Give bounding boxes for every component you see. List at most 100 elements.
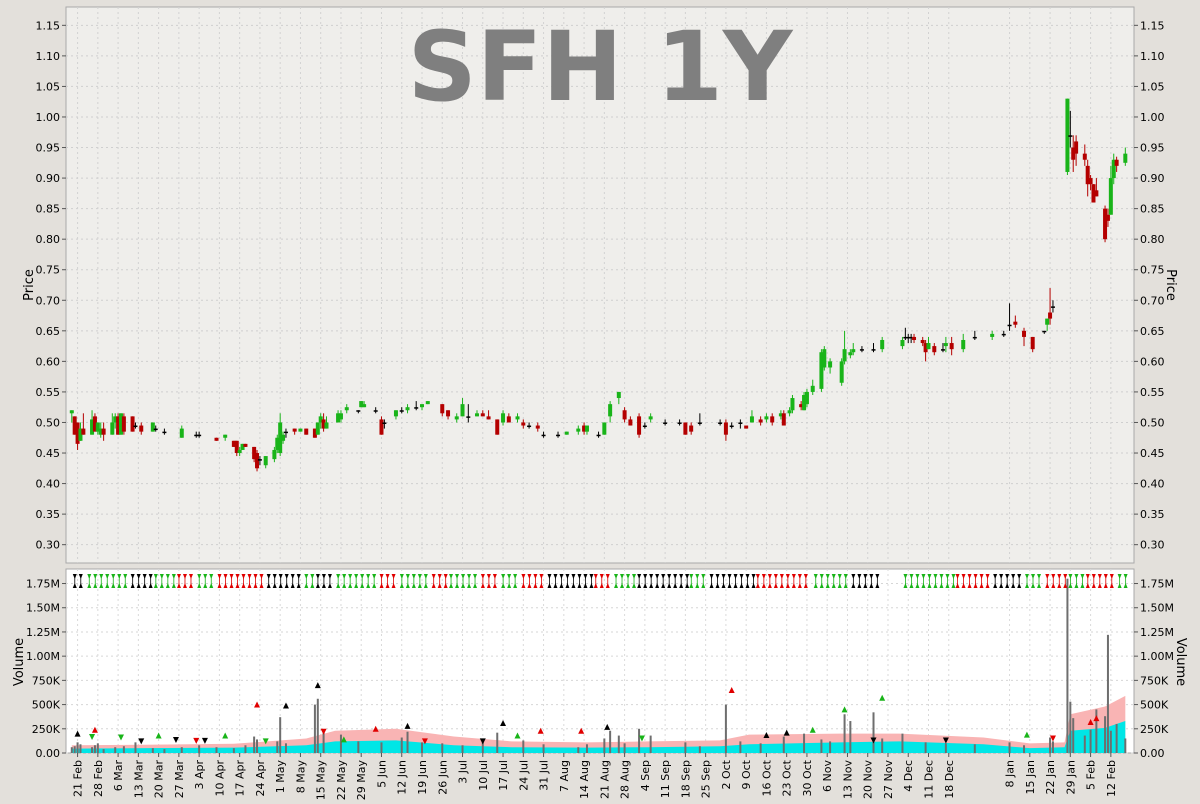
date-tick-label: 30 Oct <box>801 759 814 796</box>
date-tick-label: 14 Aug <box>578 760 591 799</box>
price-candle <box>139 422 144 435</box>
price-candle <box>642 422 647 429</box>
price-candle <box>851 343 856 356</box>
price-candle <box>231 440 236 447</box>
date-tick-label: 7 Aug <box>558 760 571 792</box>
price-candle <box>584 425 589 435</box>
candle-body <box>819 352 824 389</box>
candle-body <box>90 419 95 435</box>
candle-body <box>949 343 954 350</box>
price-candle <box>298 428 303 432</box>
price-candle <box>920 336 925 347</box>
candle-body <box>281 434 286 441</box>
candle-body <box>1114 159 1119 166</box>
price-candle <box>677 419 682 426</box>
candle-body <box>474 413 479 417</box>
candle-body <box>231 440 236 447</box>
volume-average-band <box>71 695 1126 753</box>
candle-body <box>628 419 633 426</box>
candle-body <box>906 336 911 339</box>
price-candle <box>162 428 167 435</box>
date-axis: 21 Feb 28 Feb 6 Mar 13 Mar 20 Mar 27 Mar 3 Apr… <box>72 753 1118 800</box>
candle-body <box>414 407 419 409</box>
price-tick-label-left: 0.55 <box>36 386 61 399</box>
candle-body <box>1111 159 1116 179</box>
candle-body <box>576 428 581 432</box>
candle-body <box>338 413 343 420</box>
price-tick-label-right: 0.70 <box>1140 294 1165 307</box>
price-candle <box>1068 110 1073 148</box>
candle-body <box>778 413 783 417</box>
price-candle <box>133 422 138 429</box>
price-tick-label-left: 0.75 <box>36 264 61 277</box>
candle-body <box>139 425 144 432</box>
price-candle <box>179 425 184 438</box>
candle-body <box>839 361 844 383</box>
candle-body <box>723 422 728 435</box>
price-candle <box>344 404 349 414</box>
volume-tick-label-left: 1.00M <box>26 650 60 663</box>
price-candle <box>405 404 410 414</box>
volume-bar <box>1124 738 1127 753</box>
candle-body <box>851 349 856 353</box>
price-candle <box>81 413 86 435</box>
sell-marker <box>870 737 877 744</box>
candle-body <box>466 416 471 418</box>
price-candle <box>521 419 526 429</box>
candle-body <box>770 416 775 423</box>
volume-bar <box>114 747 117 753</box>
price-candle <box>923 339 928 362</box>
volume-bar <box>215 747 218 753</box>
price-candle <box>1001 330 1006 337</box>
price-candle <box>848 349 853 359</box>
candle-body <box>197 434 202 437</box>
price-candle <box>822 346 827 371</box>
candle-body <box>344 407 349 411</box>
price-candle <box>373 407 378 414</box>
price-tick-label-right: 1.00 <box>1140 111 1165 124</box>
price-candle <box>909 333 914 344</box>
price-candle <box>1045 318 1050 331</box>
sell-marker <box>421 738 428 745</box>
volume-bar <box>406 731 409 753</box>
price-tick-label-left: 0.45 <box>36 447 61 460</box>
buy-marker <box>254 701 261 708</box>
price-candle <box>819 349 824 392</box>
volume-bar <box>96 743 99 753</box>
volume-tick-label-right: 0.00 <box>1140 747 1165 760</box>
candle-body <box>318 416 323 423</box>
price-candle <box>1111 153 1116 185</box>
date-tick-label: 18 Sep <box>679 760 692 798</box>
volume-tick-label-left: 1.25M <box>26 626 60 639</box>
candle-body <box>95 422 100 432</box>
buy-marker <box>282 702 289 709</box>
candle-body <box>252 446 257 460</box>
date-tick-label: 10 Apr <box>213 760 226 797</box>
volume-axis-label-left: Volume <box>12 638 27 686</box>
buy-marker <box>155 732 162 739</box>
candle-body <box>321 419 326 429</box>
candle-body <box>150 422 155 432</box>
volume-bar <box>872 712 875 753</box>
price-candle <box>949 336 954 356</box>
volume-band-lower <box>71 721 1126 753</box>
volume-bar <box>849 721 852 753</box>
candle-body <box>1022 330 1027 337</box>
date-tick-label: 2 Oct <box>720 759 733 789</box>
candle-body <box>842 349 847 362</box>
price-candle <box>153 425 158 432</box>
candle-body <box>799 404 804 408</box>
price-tick-label-left: 1.05 <box>36 80 61 93</box>
price-candle <box>943 336 948 353</box>
price-candle <box>758 416 763 426</box>
sell-marker <box>638 735 645 742</box>
candle-body <box>848 352 853 356</box>
volume-bar <box>276 741 279 753</box>
candle-body <box>506 416 511 423</box>
candle-body <box>223 434 228 438</box>
price-candle <box>1065 98 1070 176</box>
price-tick-label-right: 0.60 <box>1140 355 1165 368</box>
candle-body <box>292 428 297 432</box>
price-tick-label-right: 0.55 <box>1140 386 1165 399</box>
price-candle <box>324 416 329 429</box>
